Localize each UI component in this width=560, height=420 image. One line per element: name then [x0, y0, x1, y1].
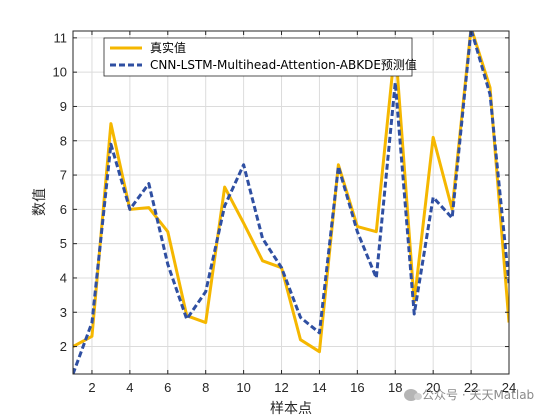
x-axis-title: 样本点: [270, 401, 312, 417]
watermark-text: 公众号 · 天天Matlab: [422, 388, 535, 402]
series-line-predicted: [73, 31, 509, 374]
series-line-actual: [73, 31, 509, 354]
x-tick-label: 22: [464, 380, 478, 395]
legend-box: [103, 37, 413, 77]
x-tick-label: 18: [388, 380, 402, 395]
y-tick-label: 11: [54, 30, 68, 45]
x-tick-labels: 2 4 6 8 10 12 14 16 18 20 22 24: [88, 380, 516, 395]
legend-label-actual: 真实值: [150, 40, 186, 55]
series-layer: [73, 31, 509, 374]
x-tick-label: 8: [202, 380, 209, 395]
y-tick-label: 5: [60, 236, 67, 251]
x-tick-label: 12: [274, 380, 288, 395]
y-tick-label: 9: [60, 99, 67, 114]
x-tick-label: 2: [88, 380, 95, 395]
plot-background: [73, 31, 509, 374]
x-tick-label: 20: [426, 380, 440, 395]
y-tick-label: 2: [60, 339, 67, 354]
y-tick-label: 8: [60, 133, 67, 148]
x-tick-label: 16: [350, 380, 364, 395]
legend-label-predicted: CNN-LSTM-Multihead-Attention-ABKDE预测值: [150, 57, 417, 72]
x-tick-label: 24: [502, 380, 516, 395]
axis-ticks: [73, 31, 510, 374]
x-tick-label: 6: [164, 380, 171, 395]
y-tick-label: 10: [53, 65, 67, 80]
y-tick-label: 4: [60, 270, 67, 285]
x-tick-label: 14: [312, 380, 326, 395]
legend: 真实值 CNN-LSTM-Multihead-Attention-ABKDE预测…: [103, 37, 417, 77]
plot-frame: [72, 30, 510, 375]
x-tick-label: 10: [236, 380, 250, 395]
y-tick-label: 3: [60, 305, 67, 320]
y-tick-label: 7: [60, 168, 67, 183]
y-axis-title: 数值: [32, 188, 48, 216]
wechat-icon: [404, 389, 422, 401]
x-tick-label: 4: [126, 380, 133, 395]
y-tick-labels: 2 3 4 5 6 7 8 9 10 11: [53, 30, 67, 354]
watermark: 公众号 · 天天Matlab: [404, 386, 534, 403]
y-tick-label: 6: [60, 202, 67, 217]
